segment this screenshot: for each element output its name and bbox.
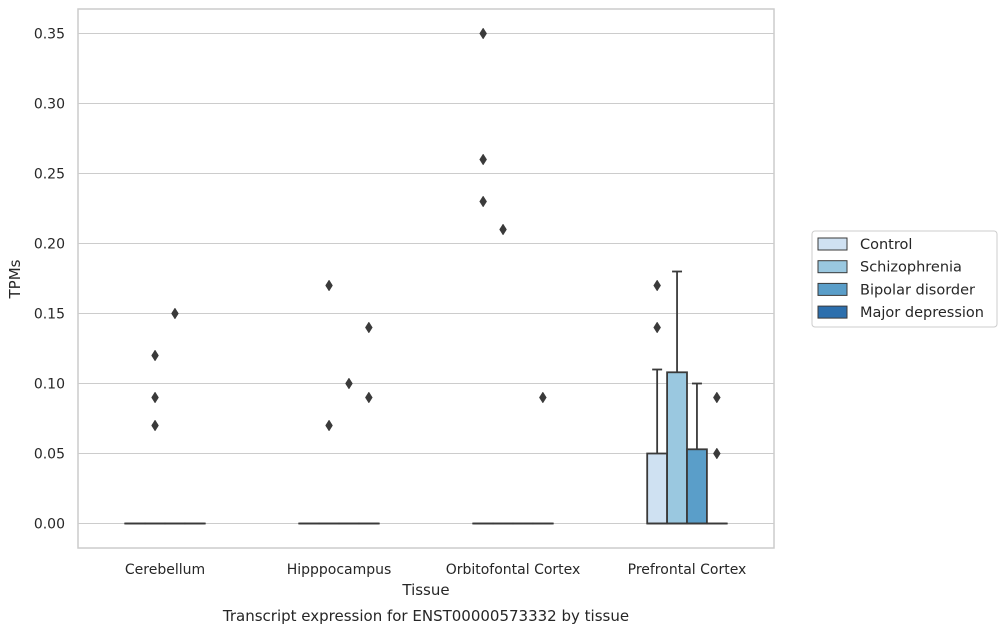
- legend-swatch: [818, 238, 847, 250]
- x-axis-label: Tissue: [401, 581, 449, 599]
- outlier-point: [654, 280, 661, 291]
- outlier-point: [480, 28, 487, 39]
- x-tick-label: Prefrontal Cortex: [628, 562, 747, 578]
- box-group: [165, 308, 185, 524]
- outlier-point: [654, 322, 661, 333]
- box-body: [687, 449, 707, 523]
- y-tick-label: 0.05: [34, 447, 65, 463]
- box-group: [339, 378, 359, 524]
- y-tick-label: 0.35: [34, 27, 65, 43]
- box-group: [145, 350, 165, 524]
- y-tick-label: 0.15: [34, 307, 65, 323]
- box-body: [667, 372, 687, 523]
- box-group: [647, 280, 667, 524]
- x-tick-label: Hipppocampus: [287, 562, 392, 578]
- x-tick-label: Orbitofontal Cortex: [446, 562, 581, 578]
- outlier-point: [480, 196, 487, 207]
- y-tick-labels: 0.00 0.05 0.10 0.15 0.20 0.25 0.30 0.35: [34, 27, 65, 533]
- y-tick-label: 0.20: [34, 237, 65, 253]
- outlier-point: [713, 448, 720, 459]
- legend-label: Major depression: [860, 305, 984, 321]
- y-axis-label: TPMs: [6, 259, 24, 299]
- box-layer: [125, 28, 727, 524]
- x-tick-label: Cerebellum: [125, 562, 205, 578]
- legend-swatch: [818, 306, 847, 318]
- y-tick-label: 0.25: [34, 167, 65, 183]
- box-body: [647, 454, 667, 524]
- outlier-point: [365, 322, 372, 333]
- legend-label: Control: [860, 237, 912, 253]
- legend-label: Schizophrenia: [860, 260, 962, 276]
- box-group: [533, 392, 553, 524]
- chart-caption: Transcript expression for ENST0000057333…: [222, 607, 629, 625]
- box-group: [667, 272, 687, 524]
- box-group: [707, 392, 727, 524]
- outlier-point: [152, 420, 159, 431]
- legend-label: Bipolar disorder: [860, 282, 975, 298]
- y-tick-label: 0.30: [34, 97, 65, 113]
- outlier-point: [326, 280, 333, 291]
- outlier-point: [152, 392, 159, 403]
- legend-swatch: [818, 261, 847, 273]
- x-tick-labels: Cerebellum Hipppocampus Orbitofontal Corte…: [125, 562, 746, 578]
- outlier-point: [171, 308, 178, 319]
- legend-swatch: [818, 283, 847, 295]
- outlier-point: [539, 392, 546, 403]
- box-group: [319, 280, 339, 524]
- box-group: [473, 28, 493, 524]
- box-group: [493, 224, 513, 524]
- outlier-point: [713, 392, 720, 403]
- box-group: [359, 322, 379, 524]
- y-tick-label: 0.00: [34, 517, 65, 533]
- box-group: [687, 384, 707, 524]
- outlier-point: [152, 350, 159, 361]
- outlier-point: [345, 378, 352, 389]
- y-tick-label: 0.10: [34, 377, 65, 393]
- outlier-point: [365, 392, 372, 403]
- outlier-point: [326, 420, 333, 431]
- legend: Control Schizophrenia Bipolar disorder Majo…: [812, 231, 997, 327]
- outlier-point: [480, 154, 487, 165]
- outlier-point: [500, 224, 507, 235]
